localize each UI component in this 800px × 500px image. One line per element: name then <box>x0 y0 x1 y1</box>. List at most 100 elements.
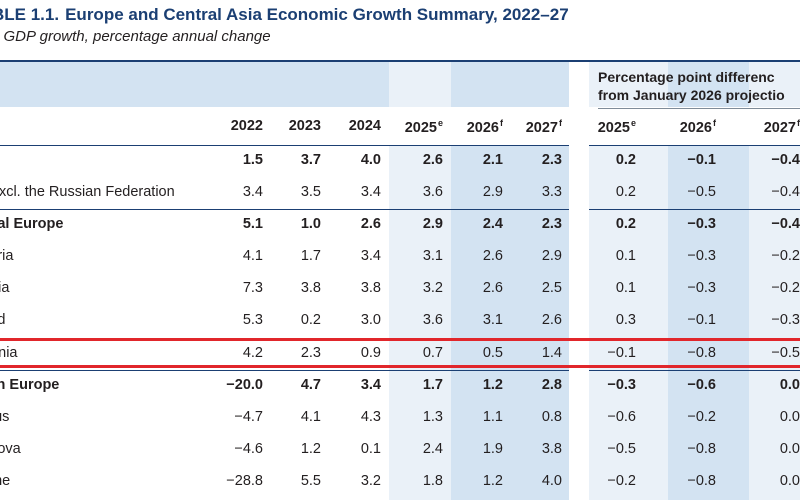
value-cell: 2.9 <box>541 248 562 264</box>
pp-year-0: 2025e <box>598 118 636 136</box>
value-cell: 3.4 <box>360 184 381 200</box>
value-cell: 3.7 <box>300 152 321 168</box>
value-cell: 3.4 <box>360 377 381 393</box>
highlight-bottom-line <box>0 365 800 368</box>
value-cell: 4.1 <box>242 248 263 264</box>
pp-value-cell: −0.5 <box>607 441 636 457</box>
col-year-label: 2027 <box>525 120 558 136</box>
pp-value-cell: −0.8 <box>687 441 716 457</box>
pp-year-1: 2026f <box>680 118 716 136</box>
col-year-4: 2026f <box>467 118 503 136</box>
col-year-label: 2022 <box>230 118 263 134</box>
value-cell: 2.6 <box>482 248 503 264</box>
value-cell: 0.8 <box>541 409 562 425</box>
pp-value-cell: −0.2 <box>771 248 800 264</box>
value-cell: 4.7 <box>300 377 321 393</box>
value-cell: 2.9 <box>482 184 503 200</box>
value-cell: 3.4 <box>242 184 263 200</box>
col-year-0: 2022 <box>231 118 263 134</box>
pp-value-cell: 0.2 <box>615 216 636 232</box>
table-row: land 5.3 0.2 3.0 3.6 3.1 2.6 0.3 −0.1 −0.3 <box>0 305 800 337</box>
pp-difference-header: Percentage point differenc from January … <box>598 68 800 104</box>
pp-year-label: 2026 <box>679 120 712 136</box>
value-cell: −28.8 <box>226 473 263 489</box>
table-row: oldova −4.6 1.2 0.1 2.4 1.9 3.8 −0.5 −0.8 0.0 <box>0 434 800 466</box>
value-cell: 1.7 <box>422 377 443 393</box>
pp-value-cell: −0.3 <box>687 280 716 296</box>
pp-value-cell: −0.3 <box>687 216 716 232</box>
value-cell: 2.6 <box>422 152 443 168</box>
pp-year-2: 2027f <box>764 118 800 136</box>
value-cell: 3.5 <box>300 184 321 200</box>
pp-section-rule-2 <box>589 370 800 371</box>
col-year-3: 2025e <box>405 118 443 136</box>
pp-value-cell: 0.0 <box>779 473 800 489</box>
pp-header-rule <box>598 108 800 109</box>
value-cell: 1.2 <box>482 377 503 393</box>
value-cell: 1.1 <box>482 409 503 425</box>
value-cell: 2.8 <box>541 377 562 393</box>
value-cell: 2.1 <box>482 152 503 168</box>
pp-value-cell: 0.0 <box>779 441 800 457</box>
pp-value-cell: 0.2 <box>615 152 636 168</box>
value-cell: 2.4 <box>482 216 503 232</box>
row-label: mania <box>0 345 18 361</box>
col-year-label: 2025 <box>404 120 437 136</box>
top-rule <box>0 60 800 62</box>
pp-value-cell: −0.5 <box>771 345 800 361</box>
value-cell: 1.8 <box>422 473 443 489</box>
value-cell: 0.9 <box>360 345 381 361</box>
value-cell: 0.5 <box>482 345 503 361</box>
row-label: oatia <box>0 280 10 296</box>
pp-value-cell: −0.5 <box>687 184 716 200</box>
value-cell: 1.5 <box>242 152 263 168</box>
body-white-area <box>0 145 389 500</box>
row-label: ntral Europe <box>0 216 64 232</box>
table-row: oatia 7.3 3.8 3.8 3.2 2.6 2.5 0.1 −0.3 −0.2 <box>0 273 800 305</box>
pp-value-cell: −0.6 <box>607 409 636 425</box>
highlight-top-line <box>0 338 800 341</box>
value-cell: 4.0 <box>541 473 562 489</box>
pp-value-cell: 0.0 <box>779 409 800 425</box>
value-cell: 2.5 <box>541 280 562 296</box>
value-cell: 4.1 <box>300 409 321 425</box>
col-year-2: 2024 <box>349 118 381 134</box>
row-label: tern Europe <box>0 377 60 393</box>
value-cell: 3.0 <box>360 312 381 328</box>
value-cell: 3.2 <box>422 280 443 296</box>
pp-value-cell: −0.2 <box>771 280 800 296</box>
table-row: lgaria 4.1 1.7 3.4 3.1 2.6 2.9 0.1 −0.3 −0.2 <box>0 241 800 273</box>
value-cell: 4.2 <box>242 345 263 361</box>
value-cell: −4.6 <box>234 441 263 457</box>
pp-value-cell: −0.4 <box>771 184 800 200</box>
value-cell: 5.3 <box>242 312 263 328</box>
table-row: larus −4.7 4.1 4.3 1.3 1.1 0.8 −0.6 −0.2 0.0 <box>0 402 800 434</box>
value-cell: 3.8 <box>360 280 381 296</box>
value-cell: 1.7 <box>300 248 321 264</box>
pp-value-cell: −0.4 <box>771 216 800 232</box>
value-cell: 1.4 <box>541 345 562 361</box>
value-cell: 5.1 <box>242 216 263 232</box>
value-cell: 1.0 <box>300 216 321 232</box>
value-cell: 3.2 <box>360 473 381 489</box>
value-cell: 2.6 <box>360 216 381 232</box>
row-label: oldova <box>0 441 21 457</box>
pp-value-cell: −0.4 <box>771 152 800 168</box>
pp-section-rule-1 <box>589 209 800 210</box>
value-cell: 7.3 <box>242 280 263 296</box>
pp-year-superscript: f <box>713 118 716 128</box>
pp-value-cell: −0.6 <box>687 377 716 393</box>
table-row: tern Europe −20.0 4.7 3.4 1.7 1.2 2.8 −0.3 −0.6 0… <box>0 370 800 402</box>
value-cell: 4.0 <box>360 152 381 168</box>
table-row: A excl. the Russian Federation 3.4 3.5 3.4 3… <box>0 177 800 209</box>
value-cell: 1.3 <box>422 409 443 425</box>
pp-year-label: 2027 <box>763 120 796 136</box>
col-year-5: 2027f <box>526 118 562 136</box>
value-cell: 0.1 <box>360 441 381 457</box>
pp-header-line-1: Percentage point differenc <box>598 69 775 85</box>
value-cell: 2.6 <box>482 280 503 296</box>
value-cell: 2.3 <box>541 216 562 232</box>
pp-value-cell: −0.3 <box>771 312 800 328</box>
value-cell: 1.2 <box>482 473 503 489</box>
value-cell: 3.6 <box>422 184 443 200</box>
